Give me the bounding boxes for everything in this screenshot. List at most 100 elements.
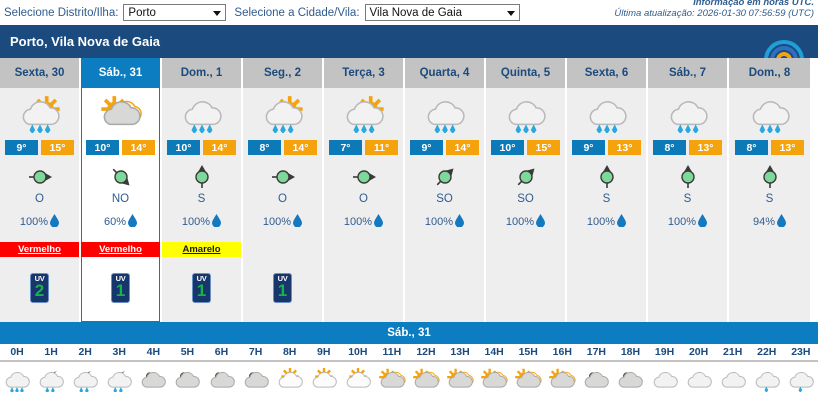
- hour-label: 14H: [484, 346, 504, 358]
- day-header[interactable]: Seg., 2: [243, 58, 322, 88]
- district-select[interactable]: Porto: [123, 4, 227, 21]
- day-column[interactable]: Terça, 3 7° 11° O 100%: [324, 58, 405, 322]
- wind-direction-north-icon: [189, 162, 215, 192]
- precipitation-value: 100%: [181, 216, 211, 228]
- utc-note: Informação em horas UTC. Última atualiza…: [614, 0, 814, 19]
- temp-max: 13°: [771, 140, 804, 155]
- precipitation-probability: 100%: [424, 214, 465, 234]
- weather-alert-badge: Amarelo: [162, 242, 241, 257]
- utc-note-line2: Última atualização: 2026-01-30 07:56:59 …: [614, 8, 814, 19]
- precipitation-value: 100%: [262, 216, 292, 228]
- day-header[interactable]: Terça, 3: [324, 58, 403, 88]
- day-header[interactable]: Sexta, 30: [0, 58, 79, 88]
- day-header[interactable]: Quinta, 5: [486, 58, 565, 88]
- wind-direction-east-icon: [270, 162, 296, 192]
- temperature-range: 10° 14°: [167, 140, 236, 155]
- day-header[interactable]: Sexta, 6: [567, 58, 646, 88]
- hour-label: 6H: [214, 346, 229, 358]
- district-select-value: Porto: [128, 6, 156, 19]
- weather-rain-icon: [179, 90, 225, 138]
- chevron-down-icon: [506, 10, 515, 16]
- hour-weather-rain-light-icon: [784, 362, 818, 398]
- precipitation-value: 100%: [667, 216, 697, 228]
- day-column[interactable]: Sexta, 6 9° 13° S 100%: [567, 58, 648, 322]
- uv-index-badge: UV 1: [111, 273, 130, 303]
- weather-rain-sun-icon: [17, 90, 63, 138]
- day-header[interactable]: Dom., 8: [729, 58, 810, 88]
- hour-label: 10H: [348, 346, 368, 358]
- hour-label: 7H: [248, 346, 263, 358]
- hour-weather-moon-cloud-icon: [613, 362, 647, 398]
- precipitation-value: 100%: [19, 216, 49, 228]
- wind-direction-northeast-icon: [432, 162, 458, 192]
- day-column[interactable]: Quinta, 5 10° 15° SO 100%: [486, 58, 567, 322]
- wind-direction-north-icon: [594, 162, 620, 192]
- hour-label: 15H: [518, 346, 538, 358]
- precipitation-probability: 100%: [667, 214, 708, 234]
- day-column[interactable]: Sáb., 7 8° 13° S 100%: [648, 58, 729, 322]
- hour-weather-moon-cloud-icon: [579, 362, 613, 398]
- hour-label: 11H: [382, 346, 402, 358]
- hour-label: 5H: [180, 346, 195, 358]
- weather-alert-badge: [648, 242, 727, 257]
- day-column[interactable]: Dom., 1 10° 14° S 100% Amarelo UV 1: [162, 58, 243, 322]
- hour-label: 22H: [757, 346, 777, 358]
- hour-weather-moon-cloud-icon: [239, 362, 273, 398]
- hour-weather-rain-moon-icon: [68, 362, 102, 398]
- uv-index-badge: UV 1: [273, 273, 292, 303]
- precipitation-value: 100%: [424, 216, 454, 228]
- hour-weather-cloud-icon: [716, 362, 750, 398]
- hour-label: 19H: [654, 346, 675, 358]
- wind-direction-northeast-icon: [513, 162, 539, 192]
- uv-label: UV: [196, 274, 207, 283]
- uv-label: UV: [277, 274, 288, 283]
- weather-rain-icon: [665, 90, 711, 138]
- city-select[interactable]: Vila Nova de Gaia: [364, 4, 520, 21]
- uv-index-wrap: UV 1: [192, 267, 211, 309]
- hour-label: 8H: [282, 346, 297, 358]
- wind-direction-label: O: [35, 193, 44, 205]
- temp-max: 15°: [41, 140, 74, 155]
- day-column[interactable]: Quarta, 4 9° 14° SO 100%: [405, 58, 486, 322]
- weather-alert-badge: [730, 242, 809, 257]
- temperature-range: 8° 13°: [735, 140, 804, 155]
- day-header[interactable]: Dom., 1: [162, 58, 241, 88]
- wind-direction-label: O: [278, 193, 287, 205]
- weather-rain-icon: [422, 90, 468, 138]
- hour-weather-sun-cloud-icon: [443, 362, 477, 398]
- wind-direction-label: SO: [517, 193, 534, 205]
- hour-label: 23H: [791, 346, 811, 358]
- day-column[interactable]: Sexta, 30 9° 15° O 100% Vermelho UV 2: [0, 58, 81, 322]
- temperature-range: 10° 15°: [491, 140, 560, 155]
- day-column[interactable]: Dom., 8 8° 13° S 94%: [729, 58, 810, 322]
- wind-direction-label: S: [602, 193, 611, 205]
- temp-max: 11°: [365, 140, 398, 155]
- hour-weather-sun-cloud-icon: [545, 362, 579, 398]
- hour-weather-sun-cloud-icon: [511, 362, 545, 398]
- temp-min: 10°: [86, 140, 119, 155]
- hour-label: 2H: [78, 346, 92, 358]
- uv-label: UV: [115, 274, 126, 283]
- day-header[interactable]: Quarta, 4: [405, 58, 484, 88]
- weather-rain-sun-icon: [260, 90, 306, 138]
- weather-alert-badge: [243, 242, 322, 257]
- hour-label: 16H: [552, 346, 572, 358]
- day-body: 8° 13° S 100%: [648, 88, 727, 322]
- hourly-day-bar: Sáb., 31: [0, 322, 818, 344]
- precipitation-probability: 94%: [753, 214, 787, 234]
- temp-min: 8°: [248, 140, 281, 155]
- day-column[interactable]: Seg., 2 8° 14° O 100% UV 1: [243, 58, 324, 322]
- temperature-range: 9° 14°: [410, 140, 479, 155]
- day-header[interactable]: Sáb., 7: [648, 58, 727, 88]
- day-column[interactable]: Sáb., 31 10° 14° NO 60% Vermelho UV 1: [81, 58, 162, 322]
- precipitation-value: 100%: [586, 216, 616, 228]
- wind-direction-southeast-icon: [108, 162, 134, 192]
- hour-label: 21H: [723, 346, 743, 358]
- uv-index-value: 2: [34, 281, 45, 300]
- day-header[interactable]: Sáb., 31: [81, 58, 160, 88]
- day-body: 8° 14° O 100% UV 1: [243, 88, 322, 322]
- uv-index-wrap: UV 2: [30, 267, 49, 309]
- city-label: Selecione a Cidade/Vila:: [234, 6, 360, 19]
- daily-forecast-grid: Sexta, 30 9° 15° O 100% Vermelho UV 2 Sáb., 31 10…: [0, 58, 818, 322]
- temperature-range: 8° 14°: [248, 140, 317, 155]
